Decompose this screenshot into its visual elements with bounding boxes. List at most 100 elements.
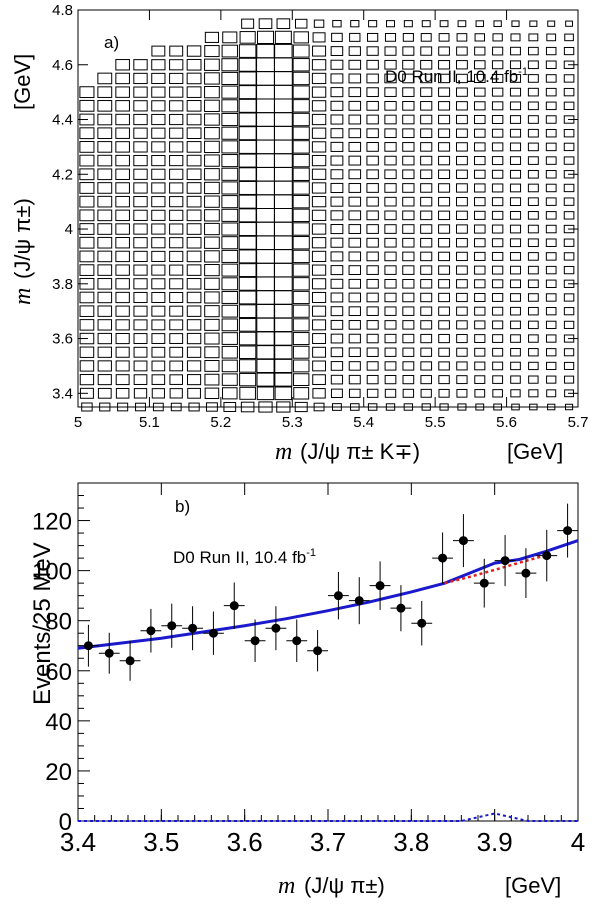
histogram-box xyxy=(545,156,557,165)
x-tick-label: 3.5 xyxy=(143,827,179,857)
histogram-box xyxy=(273,153,293,168)
histogram-box xyxy=(438,320,450,330)
histogram-box xyxy=(403,403,414,411)
histogram-box xyxy=(204,277,220,290)
panel-a-y-unit: [GeV] xyxy=(10,54,35,110)
data-point xyxy=(78,624,99,667)
histogram-box xyxy=(204,373,220,386)
histogram-box xyxy=(492,33,503,42)
histogram-box xyxy=(438,87,451,97)
histogram-box xyxy=(545,115,557,124)
histogram-box xyxy=(273,125,293,141)
histogram-box xyxy=(97,346,112,358)
histogram-box xyxy=(366,224,379,234)
histogram-box xyxy=(510,33,521,42)
histogram-box xyxy=(221,318,238,332)
histogram-box xyxy=(474,251,486,261)
histogram-box xyxy=(348,320,361,330)
histogram-box xyxy=(491,156,504,166)
histogram-box xyxy=(420,196,433,207)
histogram-box xyxy=(420,114,433,125)
histogram-box xyxy=(491,224,504,234)
histogram-box xyxy=(115,86,130,98)
data-point xyxy=(453,514,474,568)
histogram-box xyxy=(256,98,275,114)
histogram-box xyxy=(311,154,327,167)
histogram-box xyxy=(330,347,344,358)
histogram-box xyxy=(565,403,574,411)
histogram-box xyxy=(457,403,467,411)
histogram-box xyxy=(420,237,433,248)
histogram-box xyxy=(330,210,344,221)
histogram-box xyxy=(420,87,433,97)
histogram-box xyxy=(438,196,451,207)
histogram-box xyxy=(366,46,379,56)
histogram-box xyxy=(79,360,95,372)
y-tick-label: 4 xyxy=(65,221,73,238)
histogram-box xyxy=(238,126,257,141)
histogram-box xyxy=(186,141,202,153)
histogram-box xyxy=(528,46,539,56)
histogram-box xyxy=(384,196,397,207)
histogram-box xyxy=(511,20,520,27)
histogram-box xyxy=(545,238,557,247)
histogram-box xyxy=(186,332,202,345)
histogram-box xyxy=(221,249,239,263)
histogram-box xyxy=(492,347,504,357)
histogram-box xyxy=(545,252,557,261)
histogram-box xyxy=(438,73,451,84)
histogram-box xyxy=(240,401,255,413)
histogram-box xyxy=(169,278,184,290)
histogram-box xyxy=(474,73,486,83)
histogram-box xyxy=(403,20,413,28)
histogram-box xyxy=(330,278,344,289)
histogram-box xyxy=(456,265,468,275)
histogram-box xyxy=(204,195,220,208)
histogram-box xyxy=(384,333,397,344)
histogram-box xyxy=(402,210,415,221)
histogram-box xyxy=(204,99,220,112)
histogram-box xyxy=(457,20,467,28)
x-tick-label: 3.7 xyxy=(310,827,346,857)
histogram-box xyxy=(169,333,184,344)
histogram-box xyxy=(97,86,113,98)
histogram-box xyxy=(169,72,184,85)
histogram-box xyxy=(79,141,95,153)
histogram-box xyxy=(312,333,327,345)
histogram-box xyxy=(545,334,557,343)
histogram-box xyxy=(97,332,112,345)
histogram-box xyxy=(438,306,450,316)
panel-a-annotation: D0 Run II, 10.4 fb-1 xyxy=(385,66,528,86)
histogram-box xyxy=(293,387,310,400)
histogram-box xyxy=(151,127,166,139)
histogram-box xyxy=(421,403,431,411)
histogram-box xyxy=(312,374,326,385)
histogram-box xyxy=(420,251,433,262)
histogram-box xyxy=(384,347,397,357)
histogram-box xyxy=(292,332,310,346)
histogram-box xyxy=(563,265,575,275)
histogram-box xyxy=(510,265,521,275)
data-point xyxy=(411,600,433,646)
histogram-box xyxy=(311,86,327,98)
histogram-box xyxy=(456,33,468,42)
histogram-box xyxy=(438,142,451,152)
histogram-box xyxy=(455,128,468,138)
histogram-box xyxy=(455,87,468,97)
histogram-box xyxy=(97,127,113,140)
histogram-box xyxy=(239,372,257,387)
histogram-box xyxy=(528,361,539,371)
histogram-box xyxy=(79,182,95,194)
histogram-box xyxy=(222,387,238,400)
histogram-box xyxy=(330,87,344,98)
histogram-box xyxy=(221,291,239,304)
histogram-box xyxy=(563,87,575,97)
y-tick-label: 3.6 xyxy=(52,331,73,348)
histogram-box xyxy=(133,113,148,126)
histogram-box xyxy=(563,211,575,220)
histogram-box xyxy=(386,20,395,28)
histogram-box xyxy=(546,361,557,371)
histogram-box xyxy=(438,155,451,166)
histogram-box xyxy=(510,320,521,330)
histogram-box xyxy=(273,180,293,196)
